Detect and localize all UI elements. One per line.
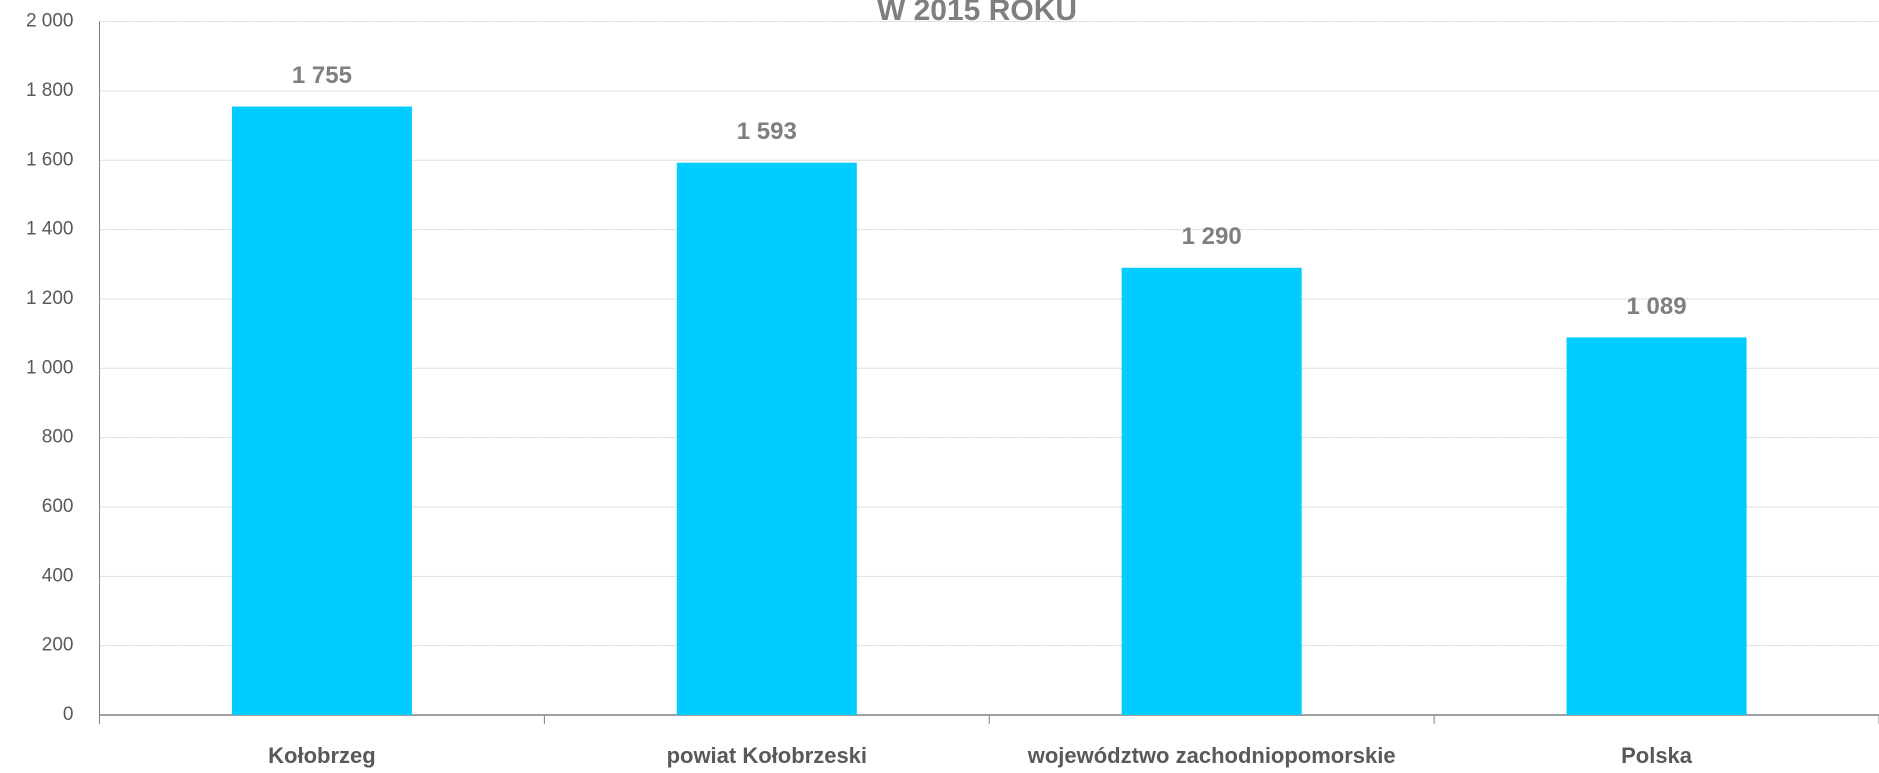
chart-title: W 2015 ROKU [877,0,1077,27]
value-label: 1 290 [1182,223,1242,250]
y-tick-label: 800 [42,427,74,448]
bar [1566,337,1747,715]
y-tick-label: 1 400 [26,219,74,240]
value-label: 1 089 [1627,293,1687,320]
bar [676,162,857,715]
x-tick-label: Polska [1621,743,1693,768]
y-tick-label: 400 [42,565,74,586]
y-tick-label: 600 [42,496,74,517]
value-label: 1 593 [737,118,797,145]
y-tick-label: 1 800 [26,80,74,101]
bar [1121,267,1302,715]
x-tick-label: Kołobrzeg [268,743,376,768]
y-tick-label: 1 600 [26,149,74,170]
y-tick-label: 200 [42,635,74,656]
y-tick-label: 2 000 [26,11,74,32]
value-label: 1 755 [292,62,352,89]
bar [231,106,412,715]
y-tick-label: 1 200 [26,288,74,309]
y-tick-label: 1 000 [26,357,74,378]
y-tick-label: 0 [63,704,74,725]
x-tick-label: województwo zachodniopomorskie [1027,743,1396,768]
x-tick-label: powiat Kołobrzeski [667,743,867,768]
